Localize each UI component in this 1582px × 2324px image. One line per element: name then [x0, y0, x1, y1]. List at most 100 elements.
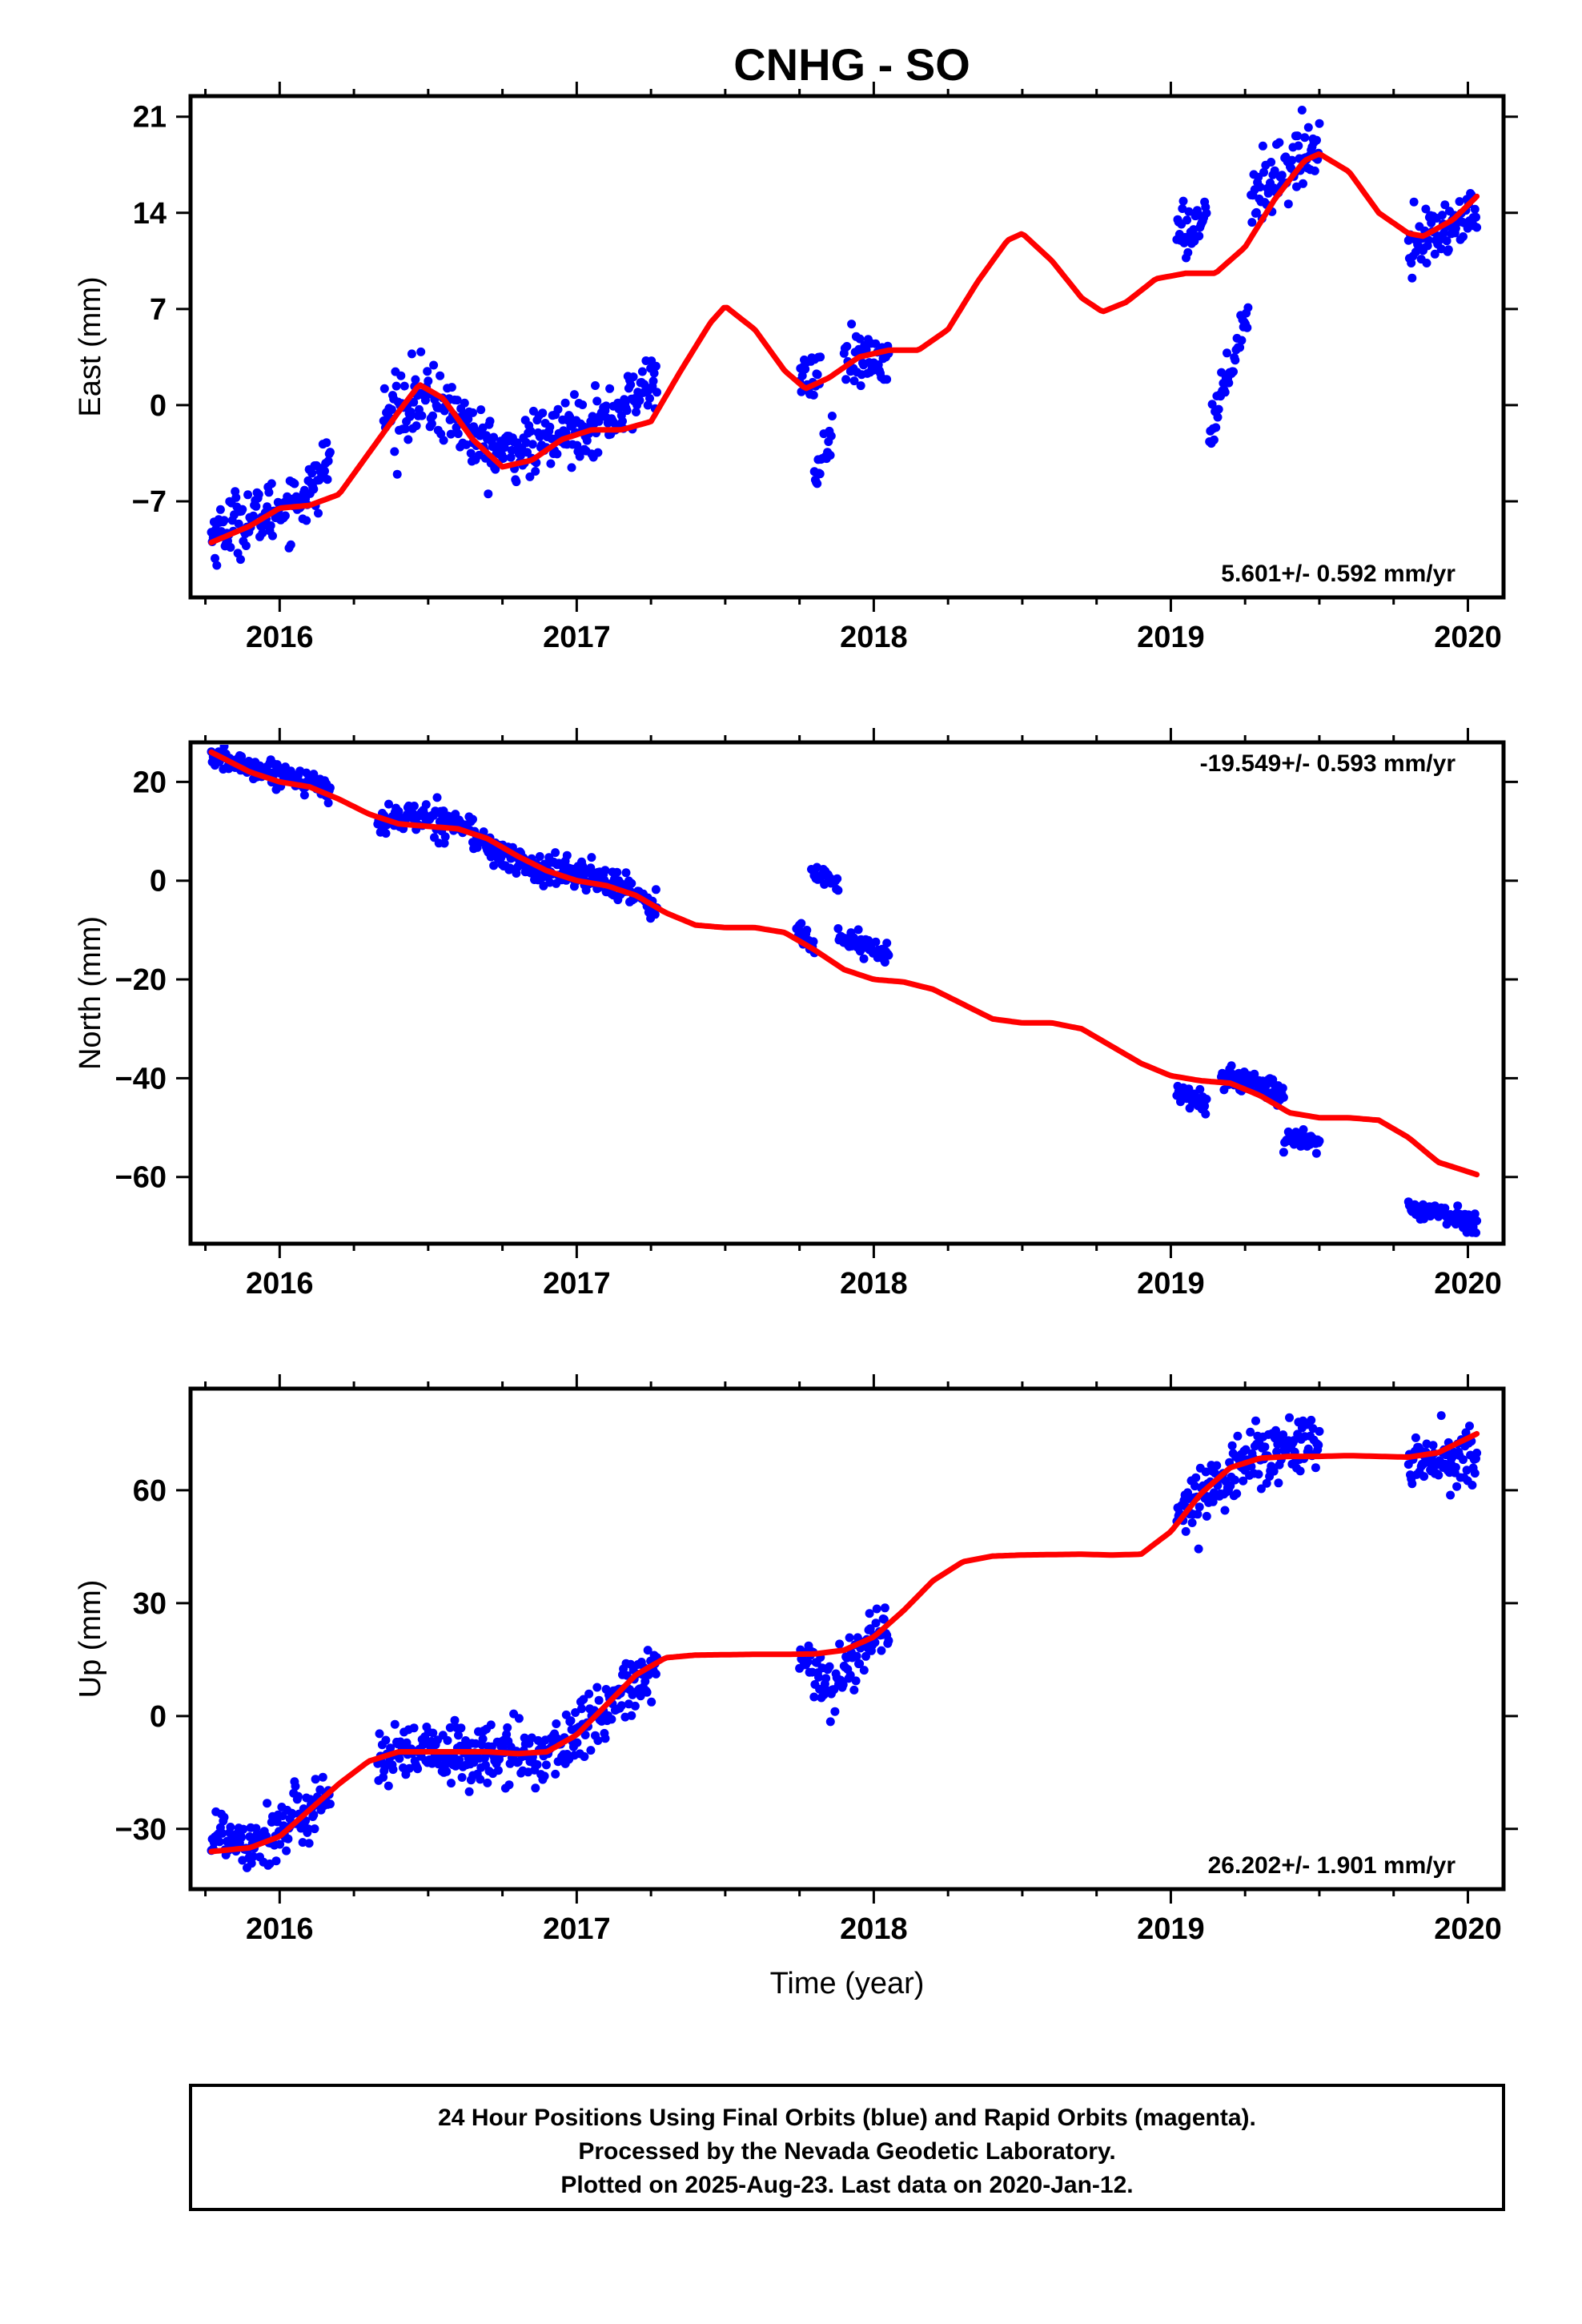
data-point	[841, 375, 851, 384]
data-point	[383, 1781, 393, 1791]
data-point	[394, 806, 404, 816]
rate-label: 5.601+/- 0.592 mm/yr	[1221, 561, 1456, 587]
data-point	[375, 1729, 384, 1739]
data-point	[484, 489, 493, 499]
data-point	[825, 1717, 835, 1727]
data-point	[428, 411, 437, 420]
x-tick-label: 2017	[543, 1912, 611, 1946]
data-point	[1472, 212, 1480, 222]
footer-box: 24 Hour Positions Using Final Orbits (bl…	[189, 2084, 1505, 2211]
data-point	[445, 1723, 455, 1732]
data-point	[825, 451, 835, 460]
data-point	[1202, 208, 1211, 218]
data-point	[1251, 207, 1261, 217]
data-point	[325, 448, 335, 457]
data-point	[1300, 133, 1310, 143]
data-point	[263, 1799, 272, 1808]
data-point	[1297, 106, 1307, 115]
data-point	[855, 334, 865, 344]
data-point	[1191, 1473, 1201, 1482]
data-point	[591, 381, 600, 390]
x-tick-label: 2016	[246, 1912, 314, 1946]
data-point	[379, 384, 389, 393]
data-point	[809, 1692, 819, 1702]
data-point	[809, 390, 818, 400]
data-point	[538, 408, 548, 418]
data-point	[852, 1651, 861, 1661]
data-point	[845, 1633, 854, 1642]
data-point	[404, 435, 413, 444]
data-point	[600, 1734, 610, 1743]
data-point	[320, 466, 329, 476]
data-point	[452, 396, 462, 405]
data-point	[1287, 155, 1297, 165]
data-point	[234, 519, 243, 529]
data-point	[525, 472, 535, 481]
data-point	[825, 1662, 834, 1671]
data-point	[396, 371, 406, 380]
data-point	[1201, 1109, 1211, 1119]
data-point	[821, 1674, 831, 1683]
data-point	[612, 867, 622, 877]
data-point	[1293, 131, 1303, 141]
data-point	[325, 783, 335, 793]
data-point	[877, 1646, 886, 1655]
data-point	[238, 505, 247, 514]
data-point	[643, 1646, 652, 1655]
data-point	[1409, 197, 1419, 207]
x-tick-label: 2018	[840, 621, 908, 654]
data-point	[552, 1719, 561, 1728]
data-point	[400, 381, 409, 391]
data-point	[476, 405, 486, 415]
data-point	[1468, 1481, 1477, 1490]
data-point	[1202, 1095, 1211, 1104]
data-point	[865, 1609, 874, 1618]
data-point	[1267, 158, 1276, 167]
data-point	[1195, 231, 1204, 241]
data-point	[630, 1701, 640, 1711]
data-point	[1259, 167, 1268, 177]
data-point	[1220, 388, 1230, 397]
data-point	[1437, 211, 1447, 220]
fit-curve	[208, 749, 1480, 1178]
data-point	[310, 1824, 319, 1834]
x-tick-label: 2020	[1434, 1912, 1502, 1946]
data-point	[311, 1775, 320, 1784]
data-point	[626, 380, 636, 389]
data-point	[381, 1735, 391, 1745]
data-point	[621, 868, 631, 878]
data-point	[453, 429, 463, 439]
data-point	[406, 408, 416, 416]
data-point	[409, 802, 419, 810]
data-point	[855, 1659, 865, 1668]
data-point	[651, 1669, 661, 1679]
data-point	[1452, 1482, 1462, 1491]
data-point	[628, 372, 638, 382]
data-point	[546, 459, 556, 468]
data-point	[650, 910, 660, 919]
data-point	[450, 1715, 460, 1725]
data-point	[1184, 207, 1194, 216]
data-point	[1193, 1510, 1203, 1519]
data-point	[882, 939, 892, 948]
data-point	[512, 477, 521, 487]
data-point	[464, 414, 473, 424]
data-point	[531, 467, 540, 476]
data-point	[592, 1683, 602, 1692]
data-point	[562, 850, 572, 860]
data-point	[1283, 199, 1293, 209]
data-point	[440, 838, 449, 848]
y-axis-label: North (mm)	[74, 916, 107, 1070]
data-point	[647, 1697, 656, 1707]
data-point	[856, 381, 865, 391]
data-point	[582, 436, 592, 445]
data-point	[1213, 412, 1223, 422]
data-point	[387, 405, 396, 414]
data-point	[436, 1752, 446, 1762]
x-tick-label: 2018	[840, 1267, 908, 1301]
data-point	[460, 398, 469, 408]
data-point	[299, 790, 309, 800]
data-point	[627, 1711, 636, 1720]
data-point	[871, 1618, 881, 1628]
y-tick-label: −40	[115, 1062, 167, 1096]
